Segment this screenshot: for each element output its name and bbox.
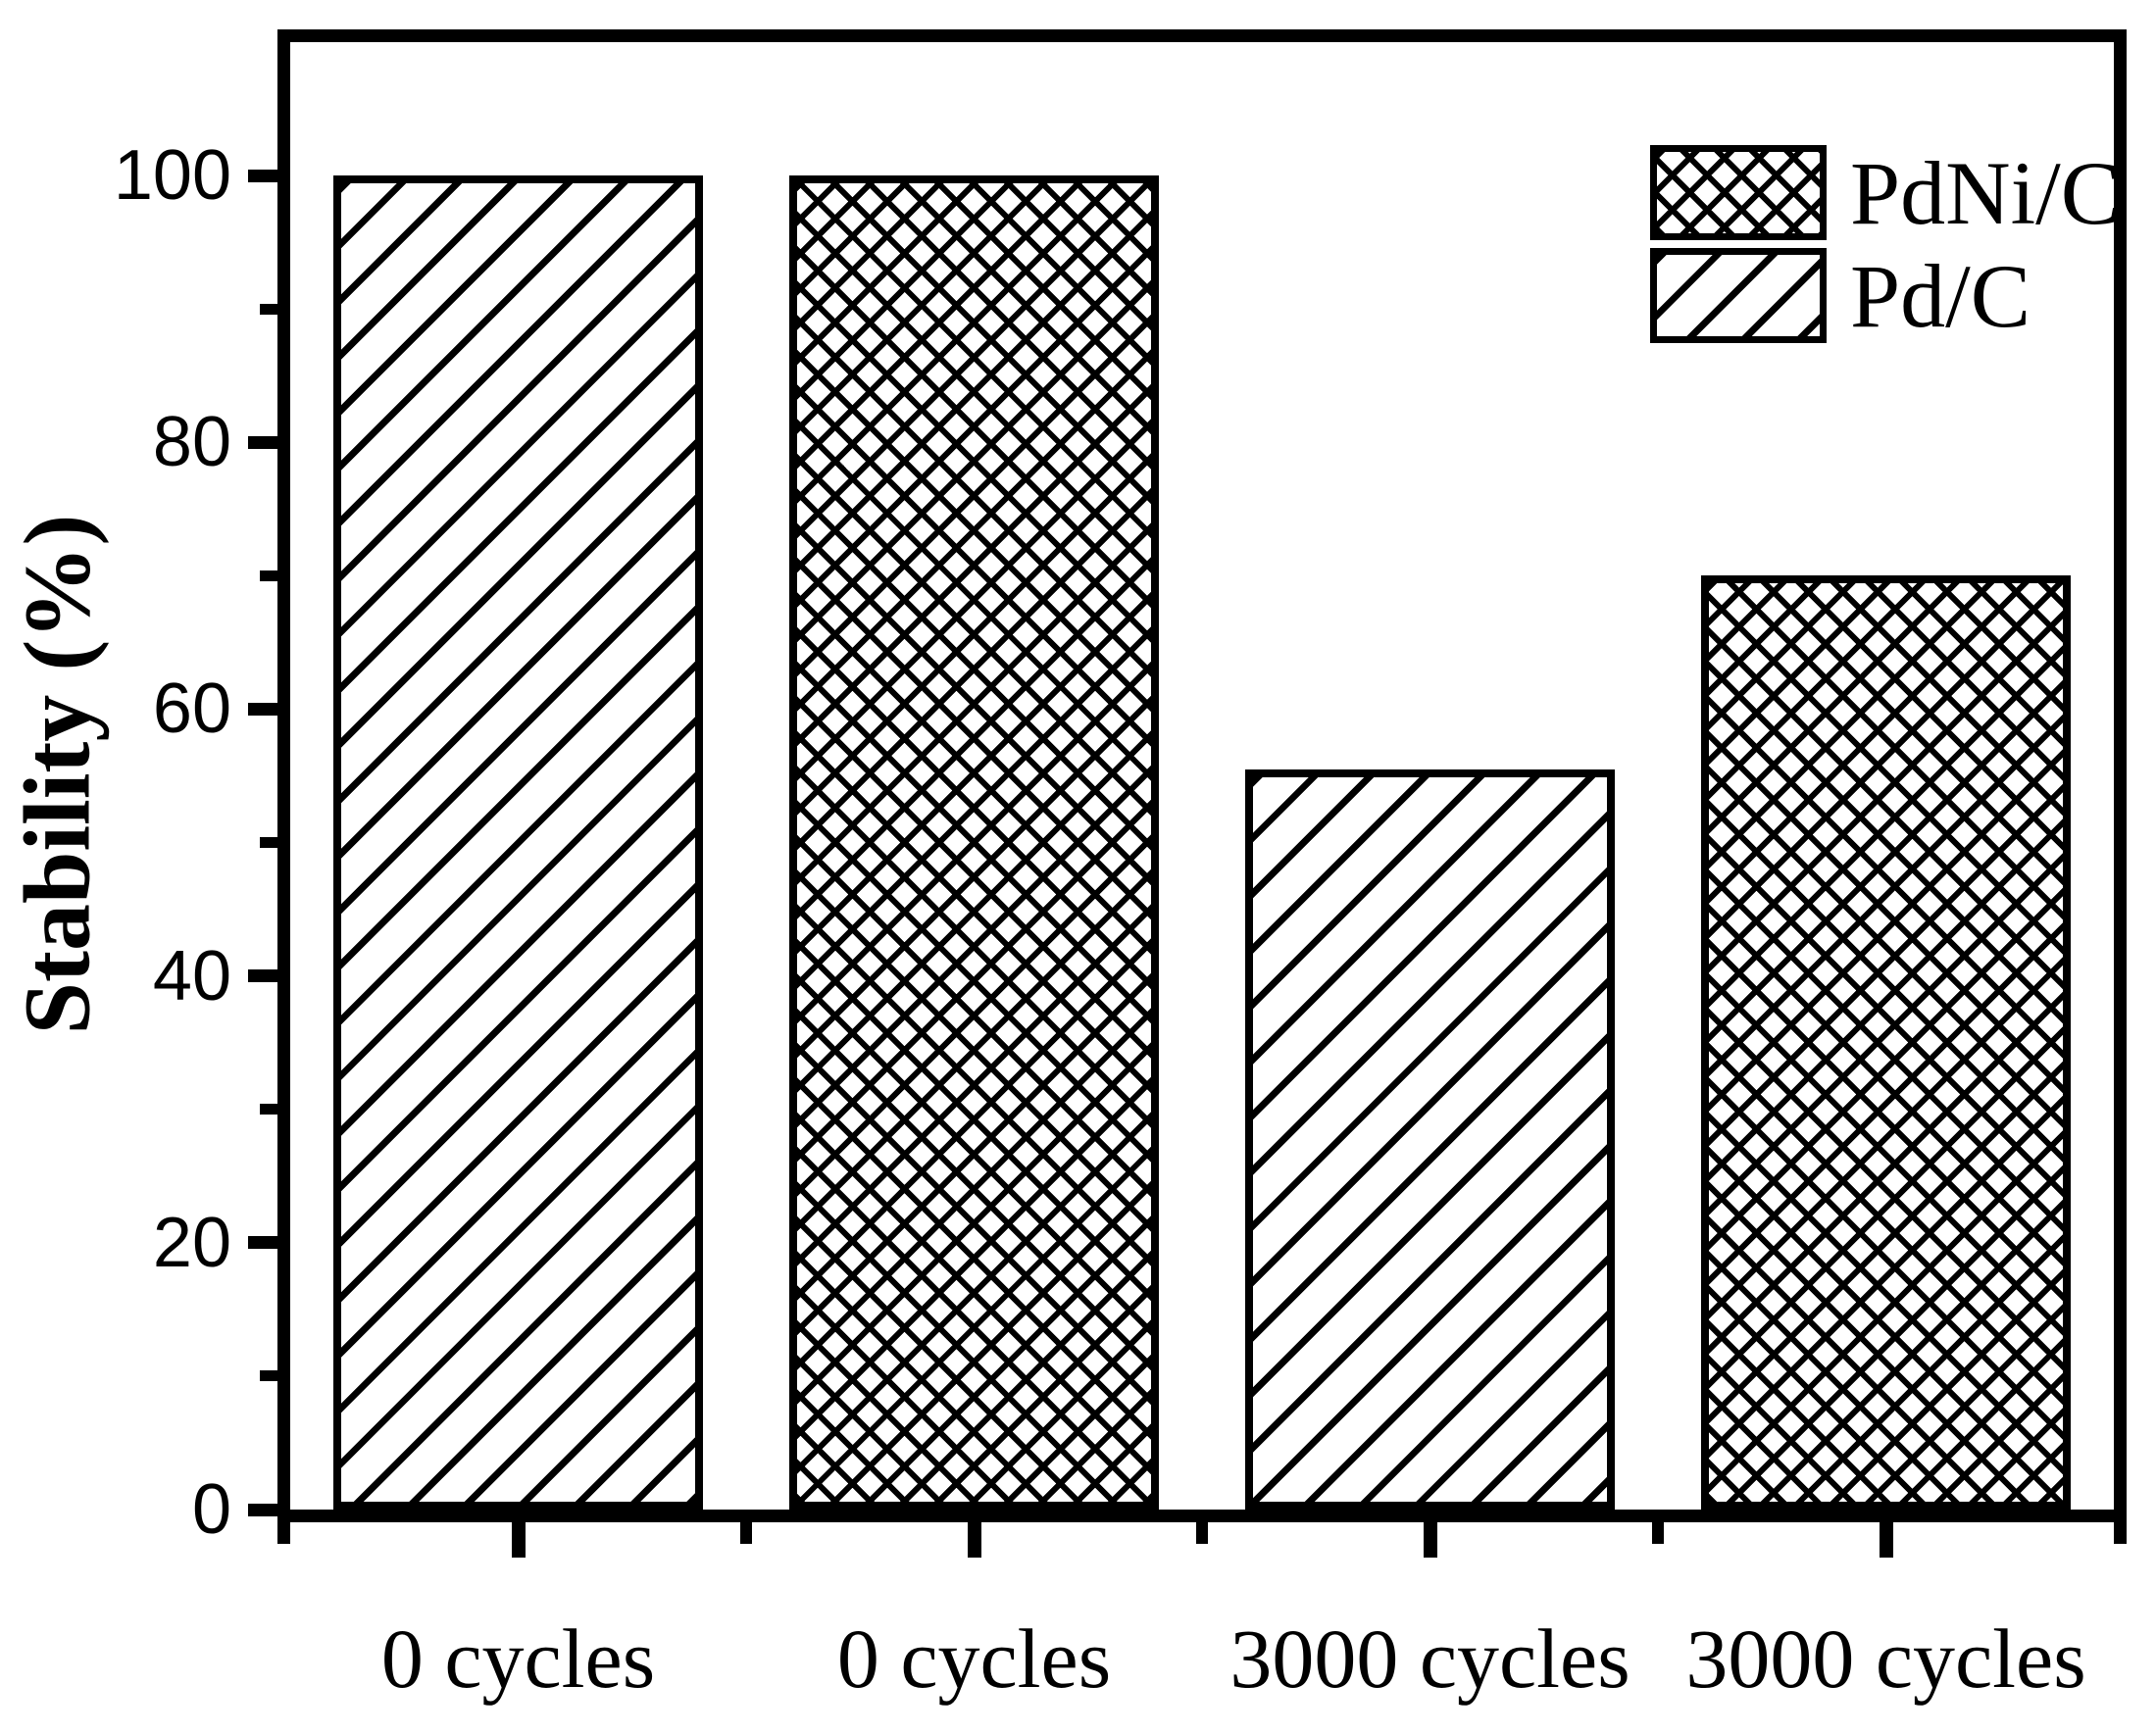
y-major-tick — [248, 1236, 277, 1250]
x-minor-tick — [740, 1522, 752, 1544]
legend: PdNi/C Pd/C — [1650, 145, 2121, 343]
legend-entry: Pd/C — [1650, 248, 2121, 343]
y-tick-label: 100 — [113, 136, 231, 216]
legend-swatch-crosshatch-icon — [1650, 145, 1827, 240]
y-tick-label: 0 — [191, 1470, 231, 1549]
y-tick-label: 40 — [152, 936, 231, 1016]
y-minor-tick — [260, 1104, 277, 1115]
bar-pdni-c — [1700, 575, 2072, 1510]
x-category-label: 0 cycles — [836, 1611, 1112, 1706]
y-minor-tick — [260, 570, 277, 581]
y-major-tick — [248, 169, 277, 182]
bar-pd-c — [332, 175, 704, 1510]
y-major-tick — [248, 702, 277, 716]
y-minor-tick — [260, 837, 277, 849]
y-minor-tick — [260, 303, 277, 315]
x-category-label: 3000 cycles — [1229, 1611, 1630, 1706]
x-major-tick — [511, 1522, 526, 1558]
x-category-label: 3000 cycles — [1685, 1611, 2086, 1706]
x-major-tick — [1879, 1522, 1893, 1558]
bar-pdni-c — [788, 175, 1160, 1510]
y-major-tick — [248, 969, 277, 983]
legend-swatch-diagonal-icon — [1650, 248, 1827, 343]
y-minor-tick — [260, 1370, 277, 1382]
x-major-tick — [967, 1522, 981, 1558]
x-minor-tick — [1196, 1522, 1208, 1544]
x-axis-labels: 0 cycles 0 cycles 3000 cycles 3000 cycles — [290, 1610, 2114, 1735]
y-tick-label: 20 — [152, 1203, 231, 1282]
x-corner-tick — [2114, 1522, 2127, 1544]
y-major-tick — [248, 435, 277, 449]
x-corner-tick — [277, 1522, 290, 1544]
plot-area: PdNi/C Pd/C 0 20 40 60 80 100 — [114, 29, 2127, 1558]
y-tick-label: 80 — [152, 403, 231, 482]
y-major-tick — [248, 1503, 277, 1516]
x-category-label: 0 cycles — [380, 1611, 656, 1706]
legend-label: PdNi/C — [1850, 142, 2122, 243]
legend-label: Pd/C — [1850, 245, 2031, 346]
x-minor-tick — [1652, 1522, 1664, 1544]
legend-entry: PdNi/C — [1650, 145, 2121, 240]
y-tick-label: 60 — [152, 669, 231, 749]
x-major-tick — [1423, 1522, 1437, 1558]
bar-pd-c — [1244, 768, 1616, 1510]
